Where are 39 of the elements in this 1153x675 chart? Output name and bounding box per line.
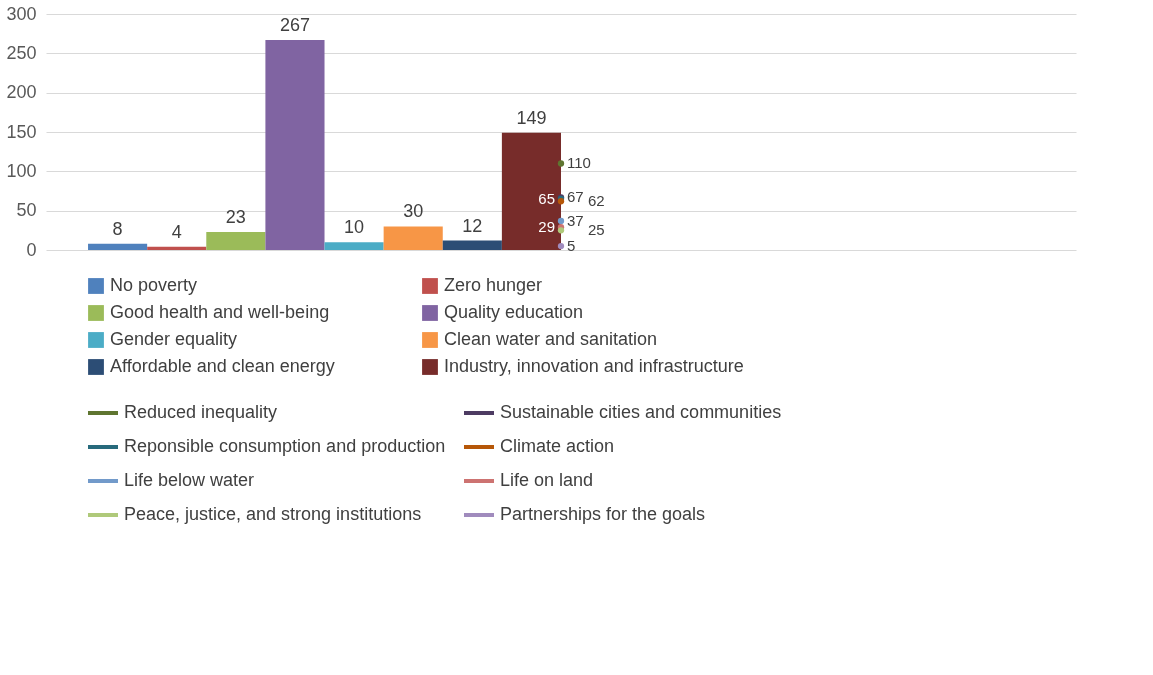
data-label: 62 [588, 192, 605, 210]
legend-label: Industry, innovation and infrastructure [444, 356, 744, 376]
data-label: 67 [567, 188, 584, 206]
y-tick-label: 200 [6, 82, 37, 103]
data-label: 8 [112, 218, 123, 239]
data-label: 25 [588, 221, 605, 239]
y-tick-label: 100 [6, 160, 37, 181]
legend-label: Zero hunger [444, 275, 543, 295]
data-label: 10 [344, 217, 365, 238]
legend-label: Clean water and sanitation [444, 329, 658, 349]
data-label: 37 [567, 211, 584, 229]
data-label: 110 [567, 154, 591, 172]
y-tick-label: 250 [6, 42, 37, 63]
legend-label: Gender equality [110, 329, 238, 349]
data-label: 12 [462, 215, 483, 236]
y-tick-label: 0 [26, 239, 37, 260]
legend-label: Reduced inequality [124, 402, 278, 422]
legend-label: Life on land [500, 470, 594, 490]
legend-label: Reponsible consumption and production [124, 436, 446, 456]
legend-label: Affordable and clean energy [110, 356, 335, 376]
data-label: 149 [516, 107, 547, 128]
data-label: 4 [171, 221, 182, 242]
data-label: 29 [538, 218, 555, 236]
y-tick-label: 300 [6, 3, 37, 24]
legend-label: Life below water [124, 470, 255, 490]
legend-label: Climate action [500, 436, 615, 456]
data-label: 267 [279, 14, 310, 35]
data-label: 23 [225, 206, 246, 227]
legend-label: Partnerships for the goals [500, 504, 706, 524]
y-tick-label: 50 [16, 200, 37, 221]
data-label: 30 [403, 201, 424, 222]
y-tick-label: 150 [6, 121, 37, 142]
legend-label: Sustainable cities and communities [500, 402, 782, 422]
legend-label: Peace, justice, and strong institutions [124, 504, 422, 524]
data-label: 5 [567, 237, 576, 255]
legend-label: Quality education [444, 302, 584, 322]
legend-label: Good health and well-being [110, 302, 330, 322]
data-label: 65 [538, 189, 555, 207]
legend-label: No poverty [110, 275, 198, 295]
